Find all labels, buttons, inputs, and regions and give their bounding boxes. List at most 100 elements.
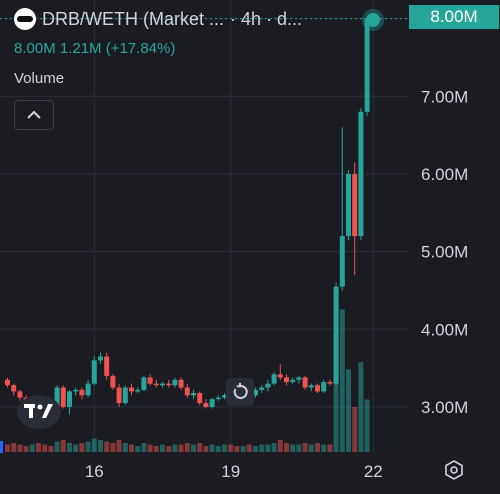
tradingview-logo-icon[interactable] xyxy=(17,395,61,429)
price-axis[interactable]: 7.00M 6.00M 5.00M 4.00M 3.00M xyxy=(421,87,468,417)
candle-body xyxy=(197,392,203,404)
interval-label: · 4h · d... xyxy=(230,8,303,29)
candle-body xyxy=(296,377,302,380)
volume-bar xyxy=(346,369,351,452)
candle-body xyxy=(141,377,147,390)
volume-bar xyxy=(315,443,320,452)
candle-body xyxy=(284,377,289,383)
volume-bar xyxy=(191,444,196,452)
volume-bar xyxy=(91,438,97,452)
candle xyxy=(153,379,159,388)
candle-body xyxy=(98,356,103,361)
candle-body xyxy=(122,387,128,404)
reset-chart-button[interactable] xyxy=(226,378,254,406)
volume-bar xyxy=(110,443,116,452)
volume-bar xyxy=(284,443,289,452)
volume-bar xyxy=(178,444,184,452)
candle xyxy=(110,374,116,390)
tv-logo-mark xyxy=(24,404,53,418)
candle xyxy=(364,18,370,116)
candle-body xyxy=(346,173,351,237)
candle xyxy=(91,356,97,386)
candle xyxy=(166,379,172,388)
candle xyxy=(203,399,209,409)
candle xyxy=(302,375,308,390)
candle-body xyxy=(178,379,184,388)
candle xyxy=(333,282,339,386)
symbol-header[interactable]: DRB/WETH (Market ... · 4h · d... xyxy=(14,8,302,30)
candle xyxy=(358,107,364,240)
volume-bar xyxy=(302,443,308,452)
candle-body xyxy=(277,374,283,378)
candle xyxy=(141,375,147,392)
volume-bar xyxy=(296,444,302,452)
candle xyxy=(215,395,221,401)
candle xyxy=(191,389,196,400)
volume-bar xyxy=(166,446,172,452)
candle-body xyxy=(160,383,165,386)
candle xyxy=(327,379,333,386)
candle xyxy=(160,382,165,388)
candle xyxy=(135,387,141,393)
candle xyxy=(73,387,79,396)
candle xyxy=(104,352,110,380)
collapse-legend-button[interactable] xyxy=(14,100,54,130)
candle xyxy=(147,374,153,386)
candle-body xyxy=(358,111,364,237)
candle-body xyxy=(129,387,134,392)
chart-settings-button[interactable] xyxy=(444,460,464,485)
volume-bar xyxy=(197,443,203,452)
volume-bar xyxy=(54,441,60,452)
volume-bar xyxy=(60,440,66,452)
volume-bar xyxy=(228,444,234,452)
settings-icon xyxy=(445,460,463,480)
candles xyxy=(5,18,370,415)
volume-legend: Volume xyxy=(14,70,65,87)
candle-body xyxy=(79,389,85,396)
candle xyxy=(17,389,23,401)
candle xyxy=(339,127,345,291)
volume-bar xyxy=(184,443,190,452)
candle-body xyxy=(11,385,17,392)
candle-body xyxy=(327,382,333,384)
volume-bar xyxy=(240,446,246,452)
volume-bar xyxy=(339,309,345,452)
candle-body xyxy=(364,18,370,112)
candle-body xyxy=(91,360,97,384)
symbol-title: DRB/WETH (Market ... xyxy=(42,8,225,29)
volume-bars xyxy=(5,309,370,452)
y-tick-label: 5.00M xyxy=(421,243,468,262)
volume-bar xyxy=(352,407,358,452)
volume-bar xyxy=(98,440,103,452)
volume-bar xyxy=(36,443,41,452)
candle-body xyxy=(147,377,153,384)
candle xyxy=(67,389,72,415)
candle-body xyxy=(67,391,72,407)
candle-body xyxy=(315,385,320,392)
volume-bar xyxy=(160,444,165,452)
time-axis[interactable]: 16 19 22 xyxy=(85,462,383,481)
volume-bar xyxy=(122,443,128,452)
volume-bar xyxy=(222,444,227,452)
x-tick-label: 19 xyxy=(221,462,240,481)
candle xyxy=(178,377,184,390)
candle-body xyxy=(54,387,60,407)
candle-body xyxy=(104,356,110,376)
candle-body xyxy=(166,383,172,386)
volume-bar xyxy=(11,443,17,452)
volume-bar xyxy=(308,444,314,452)
candle-body xyxy=(333,286,339,384)
volume-bar xyxy=(172,444,178,452)
volume-bar xyxy=(42,444,48,452)
candle-body xyxy=(302,377,308,388)
candle xyxy=(129,383,134,396)
volume-bar xyxy=(209,444,215,452)
candle-body xyxy=(73,389,79,392)
candle xyxy=(197,391,203,406)
candle xyxy=(5,377,10,388)
candle xyxy=(98,352,103,365)
volume-bar xyxy=(358,362,364,452)
volume-bar xyxy=(265,444,271,452)
volume-bar xyxy=(29,444,35,452)
